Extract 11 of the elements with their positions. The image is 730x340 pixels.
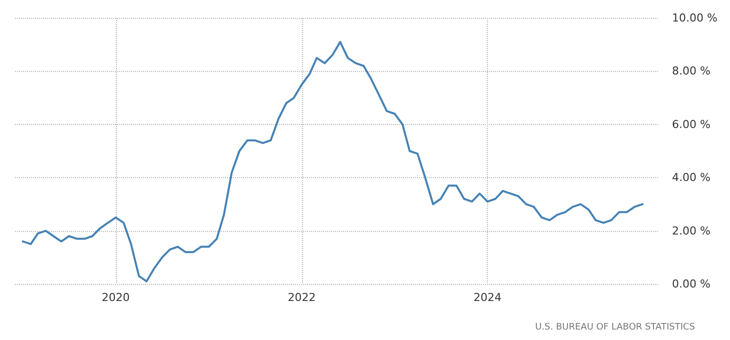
y-tick-label: 0.00 % — [672, 278, 710, 290]
y-tick-label: 2.00 % — [672, 224, 710, 238]
x-tick-label: 2020 — [102, 291, 130, 304]
y-tick-label: 4.00 % — [672, 171, 710, 184]
x-tick-label: 2022 — [288, 291, 316, 304]
y-tick-label: 6.00 % — [672, 118, 710, 131]
y-tick-label: 10.00 % — [672, 12, 718, 24]
text: U.S. BUREAU OF LABOR STATISTICS — [535, 322, 696, 332]
line-series — [22, 40, 644, 282]
x-tick-label: 2024 — [474, 291, 502, 304]
y-tick-label: 8.00 % — [672, 64, 710, 78]
